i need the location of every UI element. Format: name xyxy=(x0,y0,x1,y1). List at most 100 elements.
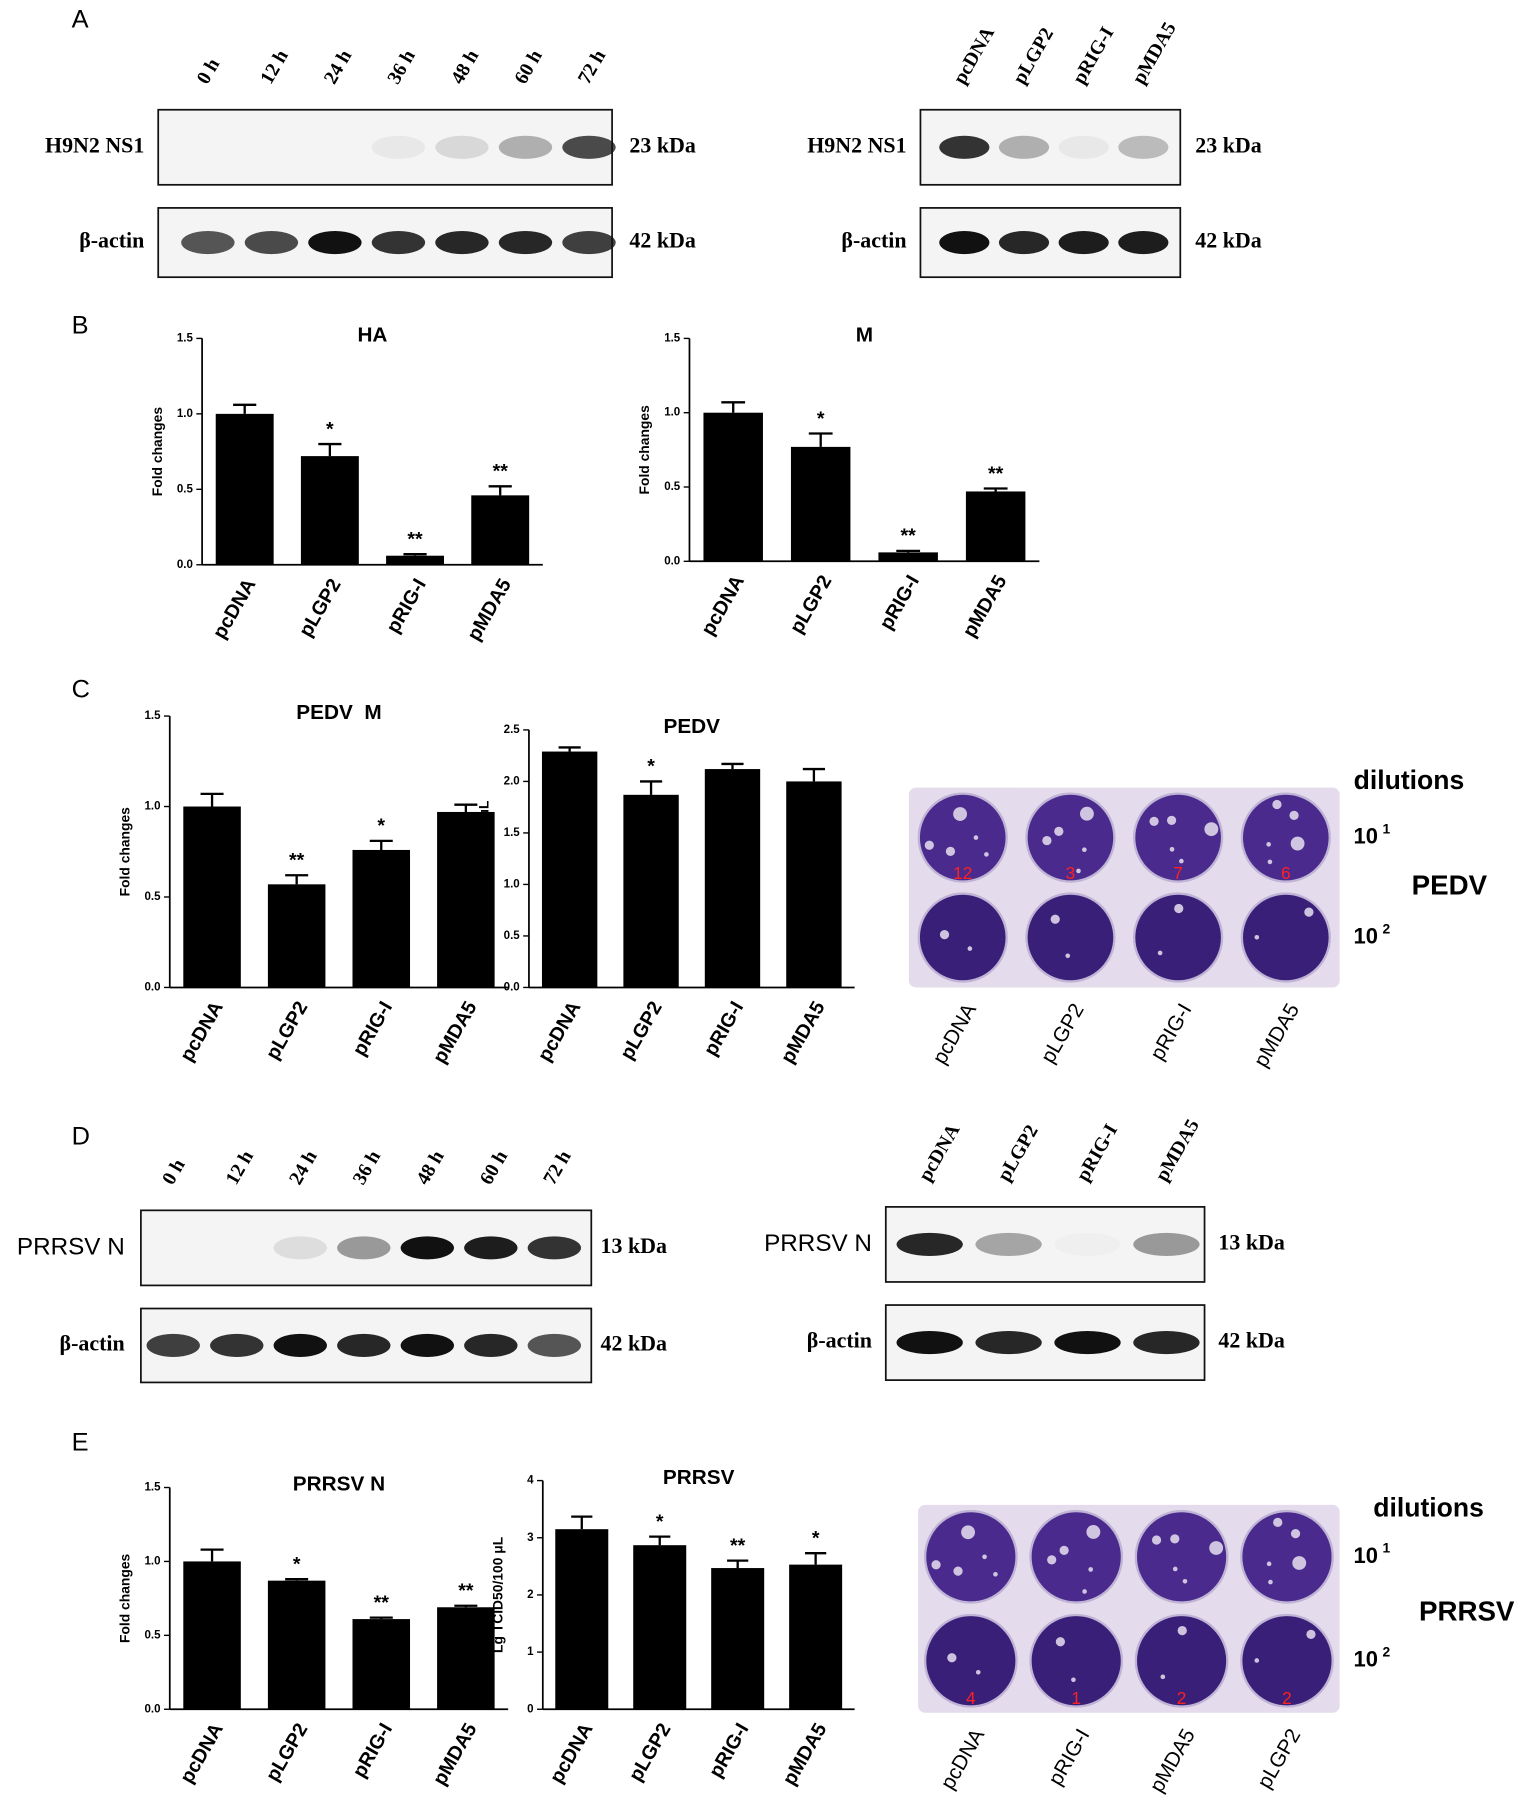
plaque xyxy=(1050,914,1060,924)
y-tick-label: 1 xyxy=(527,1646,534,1658)
bar xyxy=(789,1564,843,1710)
band xyxy=(1118,135,1169,159)
dilution-label: 10 2 xyxy=(1354,1643,1391,1671)
plaque xyxy=(1054,826,1064,836)
x-tick-label: pMDA5 xyxy=(779,1719,832,1789)
row-label: H9N2 NS1 xyxy=(45,132,144,157)
bar xyxy=(633,1545,687,1710)
y-axis-label: Lg TCID50/100 μL xyxy=(490,1536,506,1653)
plaque xyxy=(1177,1625,1187,1636)
lane-label: pLGP2 xyxy=(994,1122,1043,1185)
y-axis-label: Lg TCID50/100 μL xyxy=(476,800,492,917)
well xyxy=(1134,1509,1229,1604)
chart-title: HA xyxy=(357,324,387,347)
bar xyxy=(437,1607,495,1710)
plaque xyxy=(982,1554,987,1560)
row-label: β-actin xyxy=(79,228,144,253)
well xyxy=(1029,1509,1124,1604)
well xyxy=(1029,1613,1124,1708)
band xyxy=(464,1333,518,1358)
y-axis-label: Fold changes xyxy=(117,807,133,897)
y-tick-label: 3 xyxy=(527,1532,533,1544)
well xyxy=(923,1613,1018,1708)
well xyxy=(917,892,1008,983)
band xyxy=(337,1333,391,1358)
y-tick-label: 1.5 xyxy=(144,1482,161,1494)
plaque xyxy=(1254,934,1260,940)
dilution-exp: 2 xyxy=(1383,1643,1391,1659)
lane-label: pcDNA xyxy=(915,1120,965,1185)
bar xyxy=(704,769,761,988)
error-bar xyxy=(285,1578,309,1581)
lane-label: 0 h xyxy=(159,1156,190,1189)
y-axis-label: Fold changes xyxy=(636,405,652,495)
plaque-count: 7 xyxy=(1173,863,1183,883)
x-tick-label: pLGP2 xyxy=(262,1719,313,1785)
band xyxy=(464,1236,518,1260)
row-label: β-actin xyxy=(841,228,906,253)
plaque xyxy=(975,1669,981,1675)
plaque xyxy=(1086,1525,1101,1539)
y-tick-label: 0.0 xyxy=(504,982,520,994)
panel-label: B xyxy=(72,312,89,340)
y-axis-label: Fold changes xyxy=(149,407,165,497)
plate-category: pcDNA xyxy=(936,1725,989,1794)
plaque xyxy=(1179,858,1184,864)
bar xyxy=(267,1580,326,1710)
plaque xyxy=(931,1560,941,1570)
lane-label: 12 h xyxy=(222,1147,258,1188)
significance: * xyxy=(656,1511,664,1533)
y-tick-label: 1.5 xyxy=(504,827,521,839)
bar xyxy=(183,806,241,988)
significance: * xyxy=(326,418,334,440)
band xyxy=(400,1236,454,1260)
band xyxy=(181,231,235,255)
plaque xyxy=(1174,903,1184,914)
well xyxy=(1134,1613,1229,1708)
plaque xyxy=(939,929,950,940)
bar xyxy=(878,552,938,562)
plaque xyxy=(1076,868,1081,874)
size-label: 23 kDa xyxy=(1195,132,1261,157)
significance: ** xyxy=(458,1580,474,1602)
band xyxy=(1054,1331,1121,1355)
band xyxy=(146,1333,200,1358)
y-tick-label: 2.0 xyxy=(504,775,520,787)
well xyxy=(917,792,1008,883)
y-tick-label: 2 xyxy=(527,1589,533,1601)
y-tick-label: 0.5 xyxy=(664,481,681,493)
y-tick-label: 0.5 xyxy=(177,483,194,495)
lane-label: pRIG-I xyxy=(1073,1121,1122,1185)
plaque xyxy=(953,807,968,821)
significance: ** xyxy=(493,461,509,483)
plaque xyxy=(1042,835,1052,846)
band xyxy=(998,231,1050,255)
dilution-base: 10 xyxy=(1354,823,1378,848)
lane-label: 72 h xyxy=(540,1147,576,1188)
plaque xyxy=(1209,1541,1224,1555)
y-tick-label: 0.0 xyxy=(144,982,160,994)
plaque xyxy=(1079,806,1094,821)
virus-label: PEDV xyxy=(1412,869,1488,900)
x-tick-label: pMDA5 xyxy=(463,575,516,645)
plaque xyxy=(1290,836,1305,851)
band xyxy=(939,135,990,159)
plate-category: pcDNA xyxy=(928,1000,981,1069)
bar xyxy=(300,456,359,565)
dilution-base: 10 xyxy=(1354,923,1378,948)
error-bar xyxy=(233,403,257,414)
chart-title: PRRSV N xyxy=(293,1473,385,1496)
band xyxy=(435,231,489,255)
plaque xyxy=(1071,1677,1076,1683)
size-label: 42 kDa xyxy=(1195,228,1261,253)
bar xyxy=(386,555,444,565)
lane-label: 48 h xyxy=(413,1147,449,1188)
plaque xyxy=(1082,1589,1087,1594)
lane-label: 36 h xyxy=(384,47,420,88)
error-bar xyxy=(571,1515,593,1530)
band xyxy=(527,1333,582,1358)
dilution-exp: 1 xyxy=(1383,1539,1391,1555)
x-tick-label: pLGP2 xyxy=(625,1719,676,1785)
band xyxy=(337,1236,391,1260)
plaque xyxy=(1266,1561,1272,1567)
